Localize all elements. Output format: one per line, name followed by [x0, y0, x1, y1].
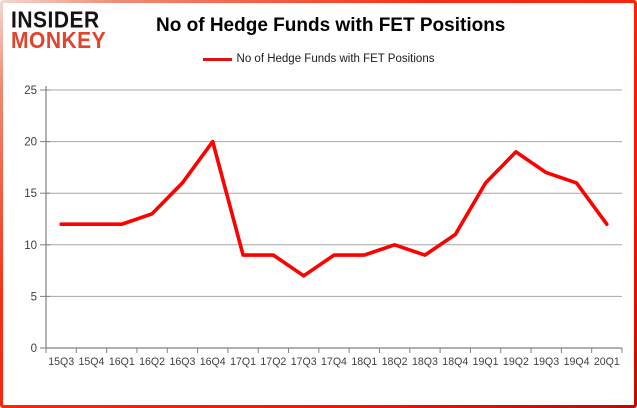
x-tick-label: 19Q4	[564, 356, 590, 368]
y-tick-label: 25	[24, 85, 37, 97]
x-tick-label: 17Q2	[260, 356, 286, 368]
x-tick-label: 15Q3	[48, 356, 74, 368]
x-tick-label: 17Q3	[291, 356, 317, 368]
series-line	[59, 139, 609, 278]
x-tick-label: 18Q3	[412, 356, 438, 368]
page-title: No of Hedge Funds with FET Positions	[156, 15, 506, 36]
y-tick-label: 15	[24, 188, 37, 200]
x-tick-label: 17Q1	[230, 356, 256, 368]
x-tick-label: 16Q2	[139, 356, 165, 368]
x-tick-label: 15Q4	[79, 356, 105, 368]
chart-legend: No of Hedge Funds with FET Positions	[3, 53, 634, 65]
chart-canvas: INSIDER MONKEY No of Hedge Funds with FE…	[3, 3, 634, 405]
gridlines	[46, 89, 622, 297]
insider-monkey-logo: INSIDER MONKEY	[11, 7, 107, 54]
logo-line2: MONKEY	[11, 28, 107, 54]
x-tick-label: 17Q4	[321, 356, 347, 368]
x-tick-label: 20Q1	[594, 356, 620, 368]
logo-line1: INSIDER	[11, 7, 100, 33]
y-tick-label: 10	[24, 240, 37, 252]
y-tick-label: 5	[31, 291, 37, 303]
legend-label: No of Hedge Funds with FET Positions	[236, 53, 435, 65]
x-tick-label: 19Q1	[473, 356, 499, 368]
axes: 0 5 10 15 20 25	[24, 85, 623, 355]
x-tick-label: 18Q2	[382, 356, 408, 368]
x-tick-label: 16Q4	[200, 356, 226, 368]
y-tick-label: 20	[24, 137, 37, 149]
x-tick-label: 19Q3	[533, 356, 559, 368]
x-tick-label: 19Q2	[503, 356, 529, 368]
x-tick-label: 18Q1	[351, 356, 377, 368]
x-tick-label: 18Q4	[442, 356, 468, 368]
legend-line-swatch	[202, 57, 232, 61]
x-axis-labels: 15Q3 15Q4 16Q1 16Q2 16Q3 16Q4 17Q1 17Q2 17Q3 17Q4…	[48, 356, 620, 368]
x-tick-label: 16Q3	[169, 356, 195, 368]
x-tick-label: 16Q1	[109, 356, 135, 368]
line-chart: 0 5 10 15 20 25 15Q3 15Q4 16Q1 16Q2 16Q3 16Q4 17Q1 17…	[24, 85, 623, 368]
y-tick-label: 0	[31, 343, 37, 355]
